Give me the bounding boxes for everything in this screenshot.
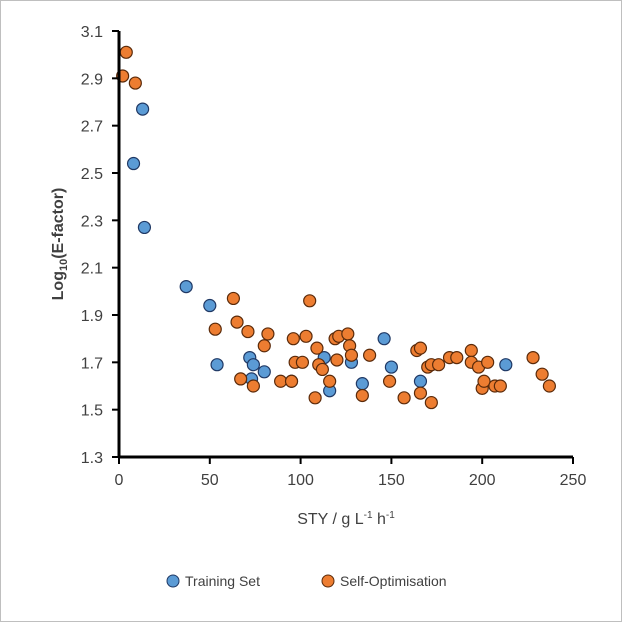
x-tick-label: 50 xyxy=(201,472,219,489)
self-optimisation-point xyxy=(234,372,248,386)
self-optimisation-point xyxy=(246,379,260,393)
y-tick-label: 1.7 xyxy=(81,355,103,372)
y-tick-label: 2.5 xyxy=(81,166,103,183)
y-tick-label: 1.9 xyxy=(81,308,103,325)
self-optimisation-point xyxy=(226,291,241,306)
self-optimisation-point xyxy=(330,353,344,367)
training-set-point xyxy=(257,365,271,379)
self-optimisation-point xyxy=(535,367,549,381)
y-tick-label: 2.7 xyxy=(81,119,103,136)
self-optimisation-point xyxy=(257,339,271,353)
self-optimisation-point xyxy=(119,45,133,59)
self-optimisation-point xyxy=(363,348,377,362)
training-set-point xyxy=(136,102,150,116)
self-optimisation-point xyxy=(424,395,438,410)
self-optimisation-point xyxy=(542,379,556,393)
training-set-point xyxy=(413,374,428,388)
self-optimisation-point xyxy=(413,386,428,400)
self-optimisation-point xyxy=(230,315,244,329)
self-optimisation-point xyxy=(413,341,428,355)
training-set-point xyxy=(179,280,193,294)
training-set-point xyxy=(355,377,369,391)
self-optimisation-point xyxy=(493,379,507,393)
self-optimisation-point xyxy=(344,348,359,362)
self-optimisation-point xyxy=(274,374,288,388)
legend-label-self-optimisation: Self-Optimisation xyxy=(340,573,447,589)
training-set-point xyxy=(246,358,260,372)
legend: Training Set Self-Optimisation xyxy=(166,573,447,589)
self-optimisation-point xyxy=(323,374,337,388)
data-points xyxy=(116,45,556,410)
self-optimisation-point xyxy=(310,341,324,355)
self-optimisation-point xyxy=(432,358,446,372)
legend-label-training: Training Set xyxy=(185,573,260,589)
self-optimisation-point xyxy=(355,388,369,403)
self-optimisation-point xyxy=(208,322,222,336)
self-optimisation-point xyxy=(261,327,275,341)
self-optimisation-point xyxy=(284,374,299,388)
y-axis-label: Log10(E-factor) xyxy=(50,188,70,301)
axis-ticks: 0 50 100 150 200 250 1.3 1.5 1.7 1.9 2.1 2.3 2.5 2.7 2… xyxy=(81,24,587,489)
training-set-point xyxy=(377,332,391,346)
self-optimisation-point xyxy=(341,327,355,341)
y-tick-label: 3.1 xyxy=(81,24,103,41)
x-tick-label: 250 xyxy=(560,472,587,489)
legend-marker-self-optimisation xyxy=(321,574,335,588)
training-set-point xyxy=(384,360,398,374)
self-optimisation-point xyxy=(315,362,329,377)
self-optimisation-point xyxy=(526,351,540,365)
x-tick-label: 150 xyxy=(378,472,405,489)
self-optimisation-point xyxy=(128,76,142,90)
self-optimisation-point xyxy=(450,351,464,365)
y-tick-label: 1.3 xyxy=(81,450,103,467)
self-optimisation-point xyxy=(481,355,495,369)
y-tick-label: 2.1 xyxy=(81,261,103,278)
self-optimisation-point xyxy=(241,324,255,339)
training-set-point xyxy=(203,298,217,313)
training-set-point xyxy=(126,156,141,171)
x-tick-label: 100 xyxy=(287,472,314,489)
training-set-point xyxy=(499,358,513,372)
y-tick-label: 2.9 xyxy=(81,71,103,88)
self-optimisation-point xyxy=(308,391,322,405)
self-optimisation-point xyxy=(286,332,300,346)
self-optimisation-point xyxy=(397,391,411,405)
x-tick-label: 0 xyxy=(115,472,124,489)
y-tick-label: 1.5 xyxy=(81,403,103,420)
self-optimisation-point xyxy=(295,355,310,369)
training-set-point xyxy=(137,220,152,235)
self-optimisation-point xyxy=(303,294,317,308)
x-axis-label: STY / g L-1 h-1 xyxy=(297,510,395,528)
legend-marker-training xyxy=(166,574,180,588)
self-optimisation-point xyxy=(382,374,397,388)
self-optimisation-point xyxy=(477,374,491,388)
self-optimisation-point xyxy=(299,329,313,343)
y-tick-label: 2.3 xyxy=(81,213,103,230)
self-optimisation-point xyxy=(464,343,478,358)
x-tick-label: 200 xyxy=(469,472,496,489)
training-set-point xyxy=(210,358,224,372)
